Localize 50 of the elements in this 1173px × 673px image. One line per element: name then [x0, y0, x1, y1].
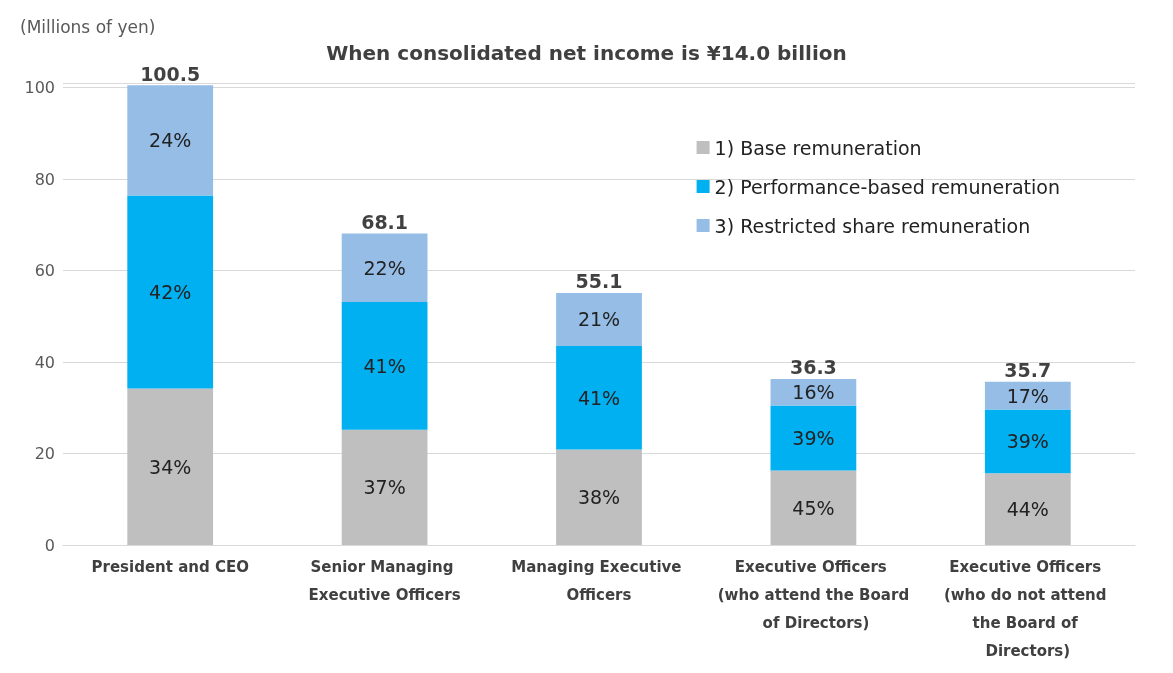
bar	[341, 429, 428, 545]
bar	[556, 449, 642, 545]
bar	[984, 381, 1071, 410]
y-tick-label: 60	[34, 261, 55, 281]
annotation: 37%	[363, 476, 406, 499]
annotation: 39%	[792, 426, 835, 449]
bar	[556, 292, 642, 347]
x-tick-label: Executive Officers (who do not attend the Board of Directors)	[943, 558, 1112, 660]
bar	[127, 388, 214, 545]
annotation: 39%	[1006, 430, 1049, 453]
total-label: 55.1	[575, 270, 623, 293]
x-tick-label: President and CEO	[91, 558, 249, 576]
total-label: 36.3	[789, 356, 837, 379]
legend-label: 3) Restricted share remuneration	[714, 214, 1031, 237]
bar	[984, 409, 1071, 474]
annotation: 21%	[577, 308, 621, 331]
bar	[984, 473, 1071, 545]
bar	[341, 233, 428, 303]
annotation: 41%	[577, 386, 621, 409]
legend-label: 1) Base remuneration	[714, 136, 922, 159]
annotation: 34%	[149, 455, 192, 478]
total-label: 35.7	[1004, 359, 1052, 382]
annotation: 24%	[149, 129, 192, 152]
annotation: 44%	[1006, 498, 1049, 521]
bar	[556, 346, 642, 450]
y-tick-label: 20	[34, 444, 55, 464]
bar	[770, 470, 857, 545]
annotation: 38%	[577, 486, 621, 509]
annotation: 45%	[792, 496, 835, 519]
y-tick-label: 40	[34, 352, 55, 372]
bar	[127, 195, 214, 389]
x-tick-label: Senior Managing Executive Officers	[308, 558, 461, 604]
annotation: 42%	[149, 281, 192, 304]
y-tick-label: 0	[44, 535, 55, 555]
legend-label: 2) Performance-based remuneration	[714, 175, 1060, 198]
annotation: 41%	[363, 354, 406, 377]
bar	[770, 405, 857, 471]
total-label: 100.5	[140, 62, 201, 85]
bar	[127, 85, 214, 196]
annotation: 16%	[792, 381, 835, 404]
bar	[341, 302, 428, 430]
annotation: 22%	[363, 256, 406, 279]
x-tick-label: Executive Officers (who attend the Board of Directors)	[717, 558, 910, 632]
annotation: 17%	[1006, 384, 1049, 407]
y-tick-label: 100	[24, 78, 55, 98]
x-tick-label: Managing Executive Officers	[511, 558, 687, 604]
y-tick-label: 80	[34, 169, 55, 189]
chart-title: When consolidated net income is ¥14.0 billion	[326, 41, 847, 65]
y-axis-title: (Millions of yen)	[20, 16, 156, 37]
total-label: 68.1	[361, 210, 409, 233]
